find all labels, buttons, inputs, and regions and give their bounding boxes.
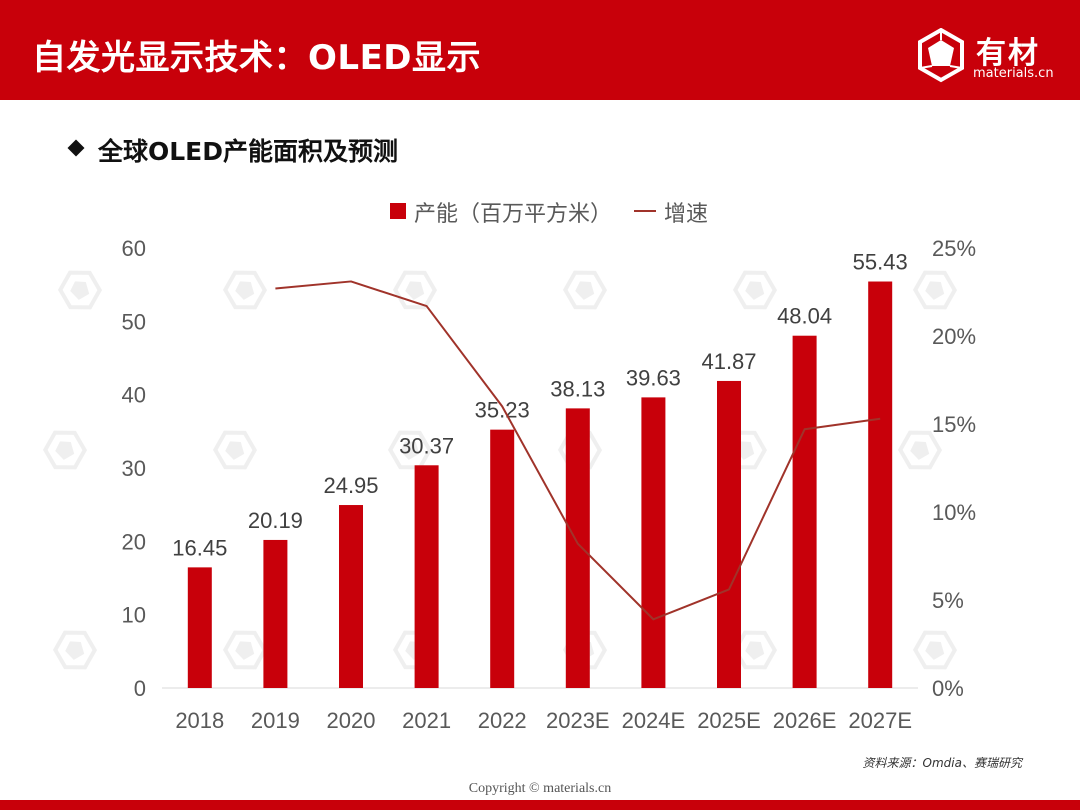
y-right-tick-label: 10%	[932, 500, 976, 525]
bar	[415, 465, 439, 688]
watermark-icon	[220, 624, 269, 676]
y-left-tick-label: 10	[122, 603, 146, 628]
bar	[339, 505, 363, 688]
watermark-icon	[730, 264, 779, 316]
bar-value-label: 48.04	[777, 304, 832, 329]
x-tick-label: 2018	[175, 708, 224, 733]
watermark-icon	[40, 424, 89, 476]
bar-value-label: 20.19	[248, 508, 303, 533]
y-right-tick-label: 20%	[932, 324, 976, 349]
x-tick-label: 2023E	[546, 708, 610, 733]
watermark-icon	[220, 264, 269, 316]
bar-value-label: 30.37	[399, 433, 454, 458]
bar	[868, 282, 892, 688]
bar-value-label: 35.23	[475, 398, 530, 423]
bar-value-label: 24.95	[323, 473, 378, 498]
bar	[188, 567, 212, 688]
bar-value-label: 39.63	[626, 365, 681, 390]
watermark-icon	[390, 264, 439, 316]
bar-value-label: 41.87	[701, 349, 756, 374]
y-left-tick-label: 0	[134, 676, 146, 701]
bar	[793, 336, 817, 688]
y-left-tick-label: 30	[122, 456, 146, 481]
x-tick-label: 2027E	[848, 708, 912, 733]
bar	[263, 540, 287, 688]
bar	[641, 397, 665, 688]
y-right-tick-label: 15%	[932, 412, 976, 437]
watermark-icon	[910, 624, 959, 676]
x-tick-label: 2020	[327, 708, 376, 733]
bottom-bar	[0, 800, 1080, 810]
y-left-tick-label: 40	[122, 383, 146, 408]
source-note: 资料来源：Omdia、赛瑞研究	[863, 754, 1022, 771]
bar-value-label: 38.13	[550, 376, 605, 401]
watermark-icon	[50, 624, 99, 676]
bar-value-label: 55.43	[853, 250, 908, 275]
x-tick-label: 2024E	[622, 708, 686, 733]
y-right-tick-label: 25%	[932, 236, 976, 261]
copyright-text: Copyright © materials.cn	[0, 781, 1080, 797]
watermark-icon	[910, 264, 959, 316]
watermark-icon	[55, 264, 104, 316]
bar	[717, 381, 741, 688]
bar	[490, 430, 514, 688]
watermark-icon	[560, 264, 609, 316]
x-tick-label: 2026E	[773, 708, 837, 733]
x-tick-label: 2025E	[697, 708, 761, 733]
y-left-tick-label: 60	[122, 236, 146, 261]
watermark-icon	[210, 424, 259, 476]
y-right-tick-label: 0%	[932, 676, 964, 701]
y-right-tick-label: 5%	[932, 588, 964, 613]
capacity-chart: 0 10 20 30 40 50 60 0% 5% 10% 15% 20% 25% 16.45 2018 20…	[0, 0, 1080, 810]
x-tick-label: 2021	[402, 708, 451, 733]
bar-value-label: 16.45	[172, 535, 227, 560]
x-tick-label: 2022	[478, 708, 527, 733]
y-left-tick-label: 50	[122, 309, 146, 334]
y-left-tick-label: 20	[122, 529, 146, 554]
bar	[566, 408, 590, 688]
x-tick-label: 2019	[251, 708, 300, 733]
